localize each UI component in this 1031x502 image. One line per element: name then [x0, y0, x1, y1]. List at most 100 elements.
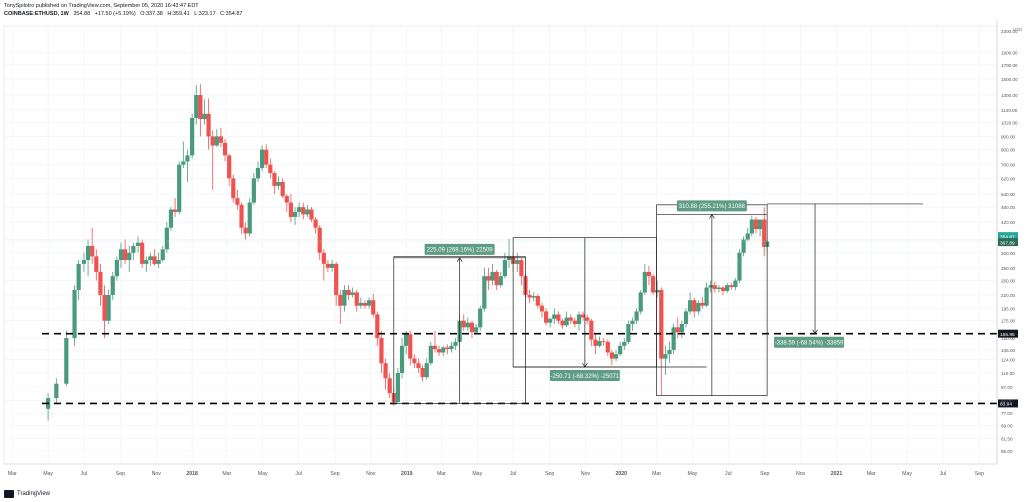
candle-body [72, 289, 77, 339]
candle-body [268, 164, 273, 174]
candle-body [106, 294, 111, 321]
y-tick-label: 195.00 [1001, 307, 1015, 312]
candle-body [712, 285, 717, 289]
x-tick-label: 2018 [186, 471, 198, 477]
candle-body [741, 239, 746, 253]
candle-body [650, 276, 656, 293]
ohlc-close: C:354.87 [220, 11, 243, 17]
candle-body [474, 327, 479, 333]
candle-body [194, 95, 199, 118]
candle-body [135, 242, 141, 246]
candle-body [218, 136, 224, 143]
candle-body [164, 227, 169, 250]
x-tick-label: Mar [652, 471, 661, 477]
candle-body [160, 249, 165, 261]
level-badge-label: 155.95 [1000, 332, 1015, 338]
candle-body [626, 323, 631, 342]
candle-body [461, 320, 466, 328]
candle-body [127, 252, 132, 261]
candle-body [745, 233, 750, 240]
candle-body [688, 300, 693, 312]
candle-body [317, 227, 322, 253]
candle-body [383, 363, 388, 379]
x-axis: Mar May Jul Sep Nov 2018 Mar May Jul Sep Nov 2019 Ma… [4, 463, 997, 477]
candle-body [638, 292, 643, 312]
y-tick-label: 77.00 [1001, 411, 1013, 416]
candle-body [395, 372, 401, 403]
measure-label-bg [424, 243, 495, 255]
y-tick-label: 110.00 [1001, 371, 1015, 376]
candle-body [655, 289, 660, 293]
x-tick-label: Sep [116, 471, 125, 477]
candle-body [342, 289, 347, 306]
measure-label-bg [774, 336, 845, 348]
x-tick-label: Mar [437, 471, 446, 477]
candle-body [90, 245, 95, 257]
candle-body [486, 276, 491, 281]
x-tick-label: Mar [222, 471, 231, 477]
candle-body [148, 256, 153, 261]
y-tick-label: 97.00 [1001, 385, 1013, 390]
grid [3, 25, 998, 465]
x-tick-label: Sep [760, 471, 769, 477]
candle-body [757, 219, 763, 230]
candle-body [243, 227, 248, 234]
y-tick-label: 1300.00 [1001, 93, 1018, 98]
candle-body [156, 260, 161, 264]
candle-body [202, 113, 207, 120]
candle-body [556, 314, 561, 321]
candle-body [185, 155, 190, 162]
candle-body [478, 308, 483, 328]
candle-body [76, 263, 81, 290]
candle-body [560, 320, 565, 326]
candle-body [329, 263, 335, 268]
candle-body [420, 367, 425, 378]
y-tick-label: 800.00 [1001, 148, 1015, 153]
candle-body [762, 219, 767, 247]
candle-body [94, 256, 99, 272]
candle-body [288, 202, 294, 217]
y-tick-label: 2300.00 [1001, 29, 1018, 34]
candle-body [498, 276, 503, 286]
y-tick-label: 480.00 [1001, 205, 1015, 210]
x-tick-label: Sep [545, 471, 554, 477]
y-tick-label: 620.00 [1001, 176, 1015, 181]
candle-body [597, 341, 602, 346]
x-tick-label: May [688, 471, 698, 477]
y-tick-label: 135.00 [1001, 348, 1015, 353]
candle-body [725, 285, 730, 291]
candle-body [692, 300, 697, 312]
candle-body [387, 378, 392, 394]
symbol-label: COINBASE:ETHUSD, 1W [4, 11, 69, 17]
ohlc-high: H:359.41 [167, 11, 190, 17]
candle-body [346, 289, 351, 295]
candle-body [259, 149, 265, 168]
y-tick-label: 320.00 [1001, 251, 1015, 256]
candle-body [531, 295, 536, 298]
candle-body [247, 202, 252, 234]
plot-border [3, 25, 998, 465]
y-tick-label: 55.00 [1001, 449, 1013, 454]
y-tick-label: 540.00 [1001, 192, 1015, 197]
candle-body [362, 302, 368, 306]
candle-body [696, 302, 701, 312]
candle-body [568, 317, 573, 321]
candle-body [350, 292, 355, 295]
candle-body [634, 311, 639, 321]
candle-body [305, 209, 310, 215]
x-tick-label: Jul [725, 471, 732, 477]
last-price-badge [998, 238, 1018, 247]
candle-body [190, 117, 195, 156]
candle-body [737, 252, 742, 281]
x-tick-label: Nov [796, 471, 806, 477]
candle-body [366, 300, 372, 306]
candle-body [453, 341, 458, 346]
candle-body [354, 292, 359, 306]
candle-body [404, 334, 409, 346]
candle-body [502, 260, 508, 277]
candle-body [683, 311, 689, 324]
candle-body [716, 287, 722, 289]
candle-body [358, 302, 363, 306]
candle-body [313, 219, 318, 228]
